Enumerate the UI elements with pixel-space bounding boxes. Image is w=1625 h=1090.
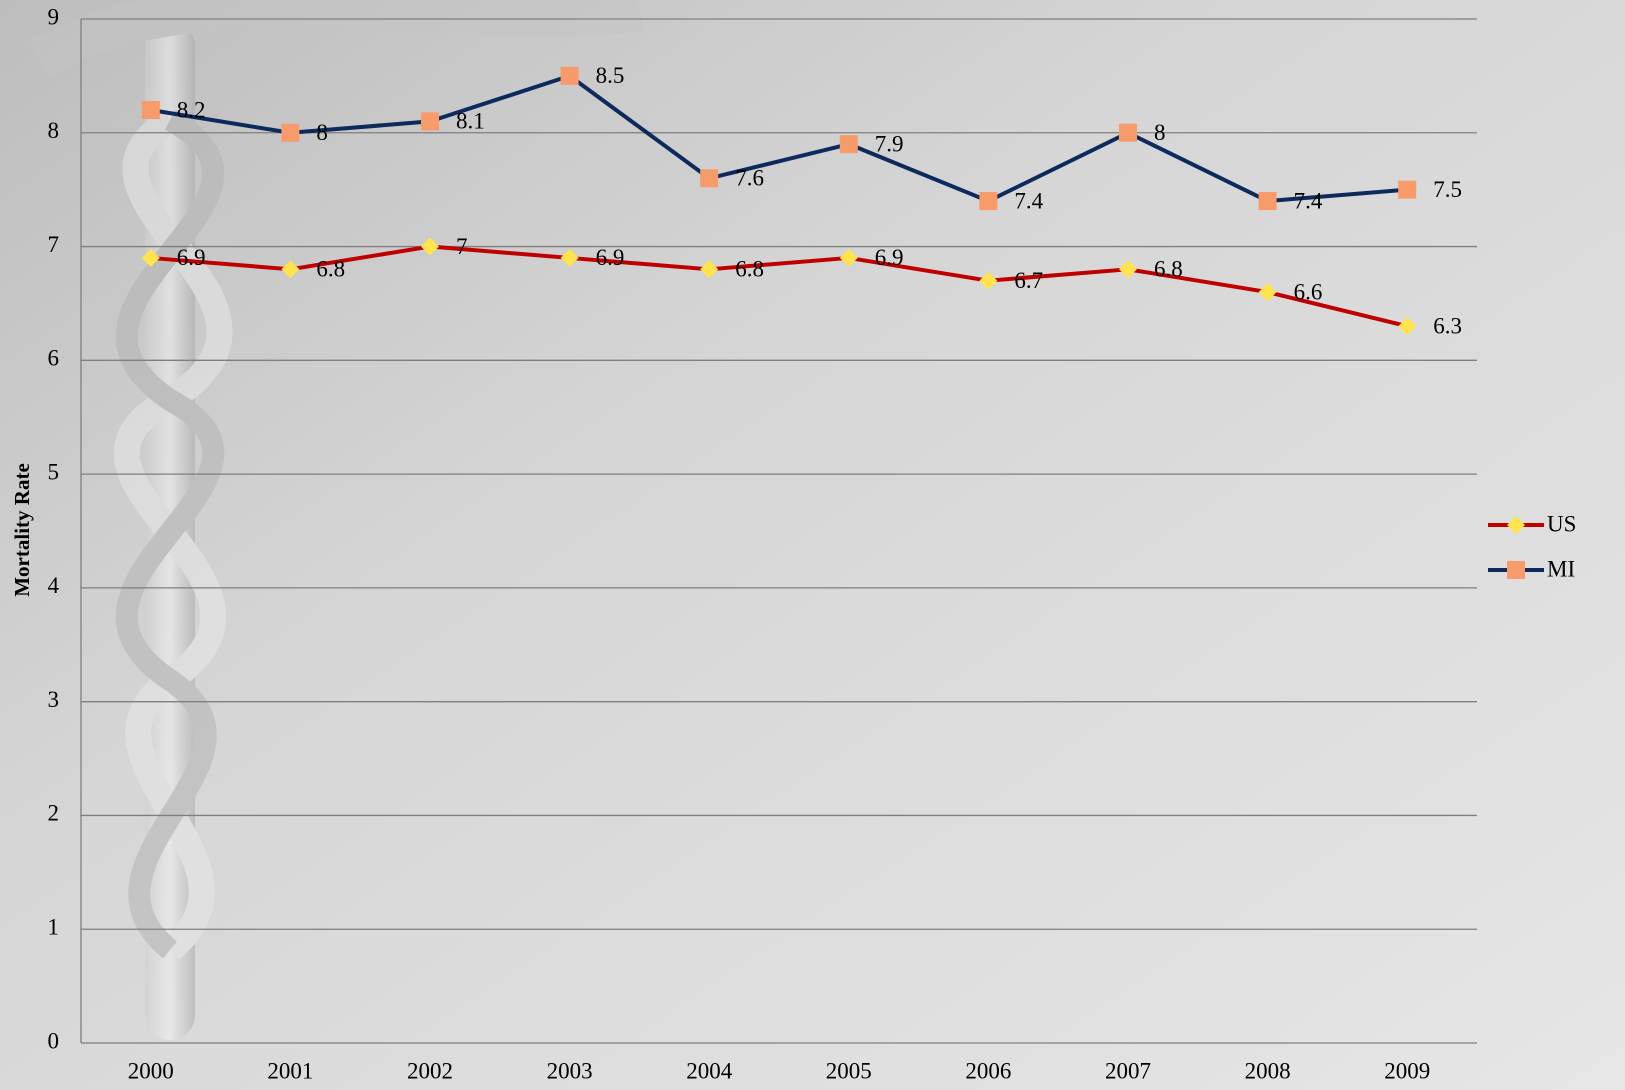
y-tick-label: 7 xyxy=(48,232,60,257)
data-label: 7.4 xyxy=(1014,188,1043,213)
point-marker xyxy=(1119,124,1137,142)
legend-label: US xyxy=(1547,511,1576,536)
data-label: 8.5 xyxy=(596,63,625,88)
y-tick-label: 2 xyxy=(48,801,60,826)
page: Mortality Rate 0 1 2 3 4 5 6 7 8 9 2000 2001 2002 200… xyxy=(0,0,1625,1090)
data-label: 6.7 xyxy=(1014,268,1043,293)
data-label: 7.9 xyxy=(875,131,904,156)
y-tick-label: 0 xyxy=(48,1028,60,1053)
x-tick-label: 2006 xyxy=(965,1058,1011,1083)
x-tick-label: 2002 xyxy=(407,1058,453,1083)
data-label: 8.1 xyxy=(456,109,485,134)
data-label: 7.5 xyxy=(1433,177,1462,202)
point-marker xyxy=(142,101,160,119)
y-tick-label: 1 xyxy=(48,915,60,940)
point-marker xyxy=(1259,192,1277,210)
data-label: 8 xyxy=(1154,120,1166,145)
legend-label: MI xyxy=(1547,556,1575,581)
data-label: 6.9 xyxy=(875,245,904,270)
y-tick-label: 6 xyxy=(48,346,60,371)
x-tick-label: 2007 xyxy=(1105,1058,1151,1083)
background xyxy=(0,0,1625,1090)
data-label: 6.9 xyxy=(596,245,625,270)
y-tick-label: 4 xyxy=(48,573,60,598)
data-label: 6.8 xyxy=(316,257,345,282)
data-label: 8.2 xyxy=(177,97,206,122)
data-label: 6.9 xyxy=(177,245,206,270)
point-marker xyxy=(1398,181,1416,199)
data-label: 7.6 xyxy=(735,166,764,191)
point-marker xyxy=(421,112,439,130)
y-axis-title: Mortality Rate xyxy=(10,463,34,597)
chart: Mortality Rate 0 1 2 3 4 5 6 7 8 9 2000 2001 2002 200… xyxy=(0,0,1625,1090)
data-label: 6.3 xyxy=(1433,313,1462,338)
data-label: 6.8 xyxy=(735,257,764,282)
y-tick-label: 5 xyxy=(48,459,60,484)
x-tick-label: 2004 xyxy=(686,1058,733,1083)
y-tick-label: 3 xyxy=(48,687,60,712)
data-label: 7.4 xyxy=(1294,188,1323,213)
data-label: 8 xyxy=(316,120,328,145)
y-tick-label: 9 xyxy=(48,4,60,29)
data-label: 7 xyxy=(456,234,468,259)
x-tick-label: 2003 xyxy=(547,1058,593,1083)
point-marker xyxy=(979,192,997,210)
x-tick-label: 2000 xyxy=(128,1058,174,1083)
y-tick-label: 8 xyxy=(48,118,60,143)
data-label: 6.6 xyxy=(1294,279,1323,304)
x-tick-label: 2005 xyxy=(826,1058,872,1083)
legend-marker xyxy=(1507,561,1525,579)
point-marker xyxy=(700,169,718,187)
x-tick-label: 2001 xyxy=(267,1058,313,1083)
point-marker xyxy=(281,124,299,142)
x-tick-label: 2008 xyxy=(1245,1058,1291,1083)
x-tick-label: 2009 xyxy=(1384,1058,1430,1083)
point-marker xyxy=(840,135,858,153)
point-marker xyxy=(561,67,579,85)
data-label: 6.8 xyxy=(1154,257,1183,282)
